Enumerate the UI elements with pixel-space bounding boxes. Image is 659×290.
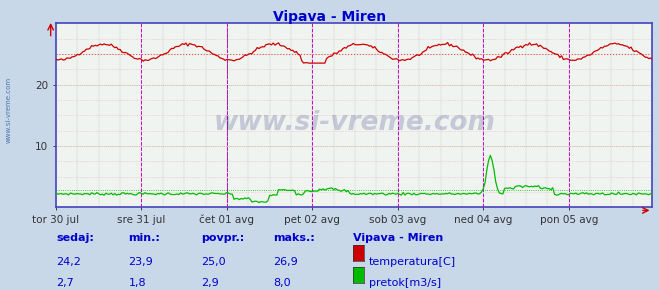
Text: temperatura[C]: temperatura[C]: [369, 257, 456, 267]
Text: 8,0: 8,0: [273, 278, 291, 288]
Text: www.si-vreme.com: www.si-vreme.com: [5, 77, 11, 143]
Text: 26,9: 26,9: [273, 257, 299, 267]
Text: sedaj:: sedaj:: [56, 233, 94, 243]
Text: povpr.:: povpr.:: [201, 233, 244, 243]
Text: www.si-vreme.com: www.si-vreme.com: [214, 110, 495, 136]
Text: 25,0: 25,0: [201, 257, 225, 267]
Text: 24,2: 24,2: [56, 257, 81, 267]
Text: 2,9: 2,9: [201, 278, 219, 288]
Text: Vipava - Miren: Vipava - Miren: [273, 10, 386, 24]
Text: maks.:: maks.:: [273, 233, 315, 243]
Text: Vipava - Miren: Vipava - Miren: [353, 233, 443, 243]
Text: 2,7: 2,7: [56, 278, 74, 288]
Text: pretok[m3/s]: pretok[m3/s]: [369, 278, 441, 288]
Text: 1,8: 1,8: [129, 278, 146, 288]
Text: min.:: min.:: [129, 233, 160, 243]
Text: 23,9: 23,9: [129, 257, 154, 267]
